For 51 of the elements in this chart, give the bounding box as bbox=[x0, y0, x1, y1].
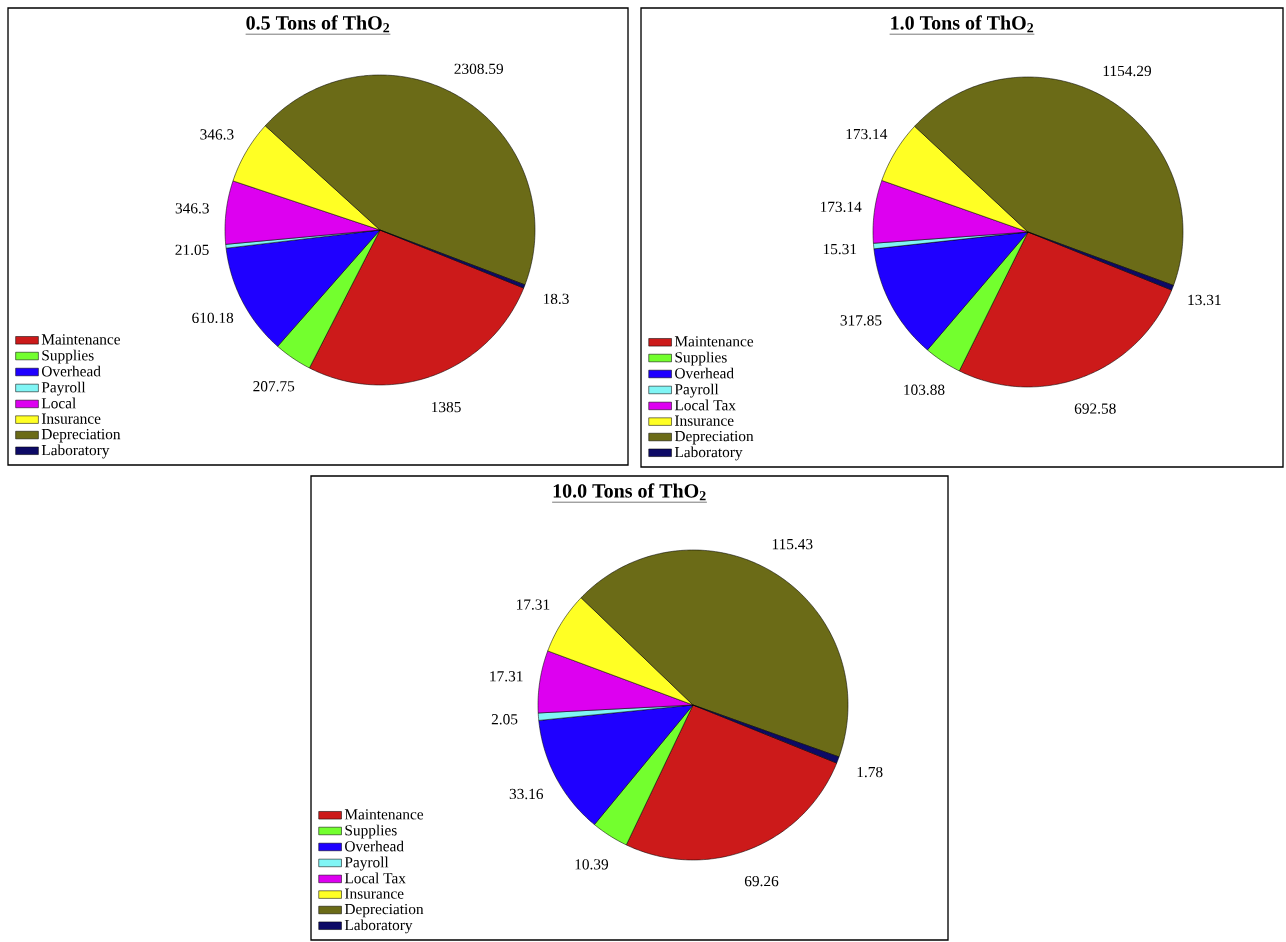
data-label: 15.31 bbox=[823, 243, 857, 255]
legend-label: Maintenance bbox=[41, 334, 120, 345]
legend-label: Overhead bbox=[41, 365, 101, 377]
legend-label: Depreciation bbox=[344, 903, 424, 918]
data-label: 346.3 bbox=[175, 203, 209, 214]
data-label: 33.16 bbox=[509, 788, 544, 800]
legend-label: Laboratory bbox=[674, 446, 743, 461]
legend-label: Supplies bbox=[42, 349, 94, 364]
legend-label: Insurance bbox=[674, 415, 734, 426]
legend-label: Payroll bbox=[674, 383, 719, 398]
data-label: 1.78 bbox=[857, 766, 883, 778]
legend-label: Local Tax bbox=[344, 872, 406, 884]
data-label: 2308.59 bbox=[454, 63, 504, 75]
data-label: 18.3 bbox=[543, 293, 569, 305]
data-label: 69.26 bbox=[744, 875, 779, 887]
data-label: 207.75 bbox=[253, 381, 295, 392]
data-label: 103.88 bbox=[904, 384, 945, 395]
data-label: 21.05 bbox=[175, 244, 209, 256]
legend-label: Maintenance bbox=[674, 336, 754, 347]
data-label: 692.58 bbox=[1074, 403, 1116, 414]
data-label: 1154.29 bbox=[1103, 65, 1152, 77]
data-label: 2.05 bbox=[491, 714, 518, 725]
legend-label: Depreciation bbox=[674, 430, 754, 445]
data-label: 317.85 bbox=[840, 315, 882, 326]
legend-label: Supplies bbox=[675, 351, 727, 366]
legend-label: Maintenance bbox=[344, 809, 424, 820]
legend-label: Laboratory bbox=[344, 919, 413, 934]
data-label: 173.14 bbox=[846, 128, 888, 140]
legend-label: Payroll bbox=[41, 381, 86, 396]
legend-label: Laboratory bbox=[41, 444, 110, 459]
legend-label: Supplies bbox=[345, 824, 397, 839]
chart-title: 10.0 Tons of ThO$_{2}$ bbox=[553, 483, 706, 501]
legend-label: Depreciation bbox=[41, 428, 121, 443]
legend-label: Local Tax bbox=[674, 399, 736, 411]
legend-label: Local bbox=[41, 397, 76, 409]
data-label: 13.31 bbox=[1188, 294, 1221, 306]
chart-title: 0.5 Tons of ThO$_{2}$ bbox=[246, 15, 390, 33]
legend-label: Overhead bbox=[675, 367, 734, 379]
data-label: 1385 bbox=[432, 401, 461, 413]
legend-label: Insurance bbox=[41, 413, 101, 424]
legend-label: Overhead bbox=[345, 840, 404, 852]
data-label: 17.31 bbox=[516, 599, 550, 610]
chart-title: 1.0 Tons of ThO$_{2}$ bbox=[891, 15, 1034, 33]
legend-label: Insurance bbox=[344, 888, 404, 899]
data-label: 10.39 bbox=[575, 859, 609, 870]
data-label: 173.14 bbox=[820, 201, 862, 213]
data-label: 346.3 bbox=[200, 129, 234, 140]
data-label: 17.31 bbox=[490, 671, 523, 682]
data-label: 610.18 bbox=[192, 312, 234, 324]
legend-label: Payroll bbox=[344, 856, 389, 871]
data-label: 115.43 bbox=[772, 538, 813, 550]
